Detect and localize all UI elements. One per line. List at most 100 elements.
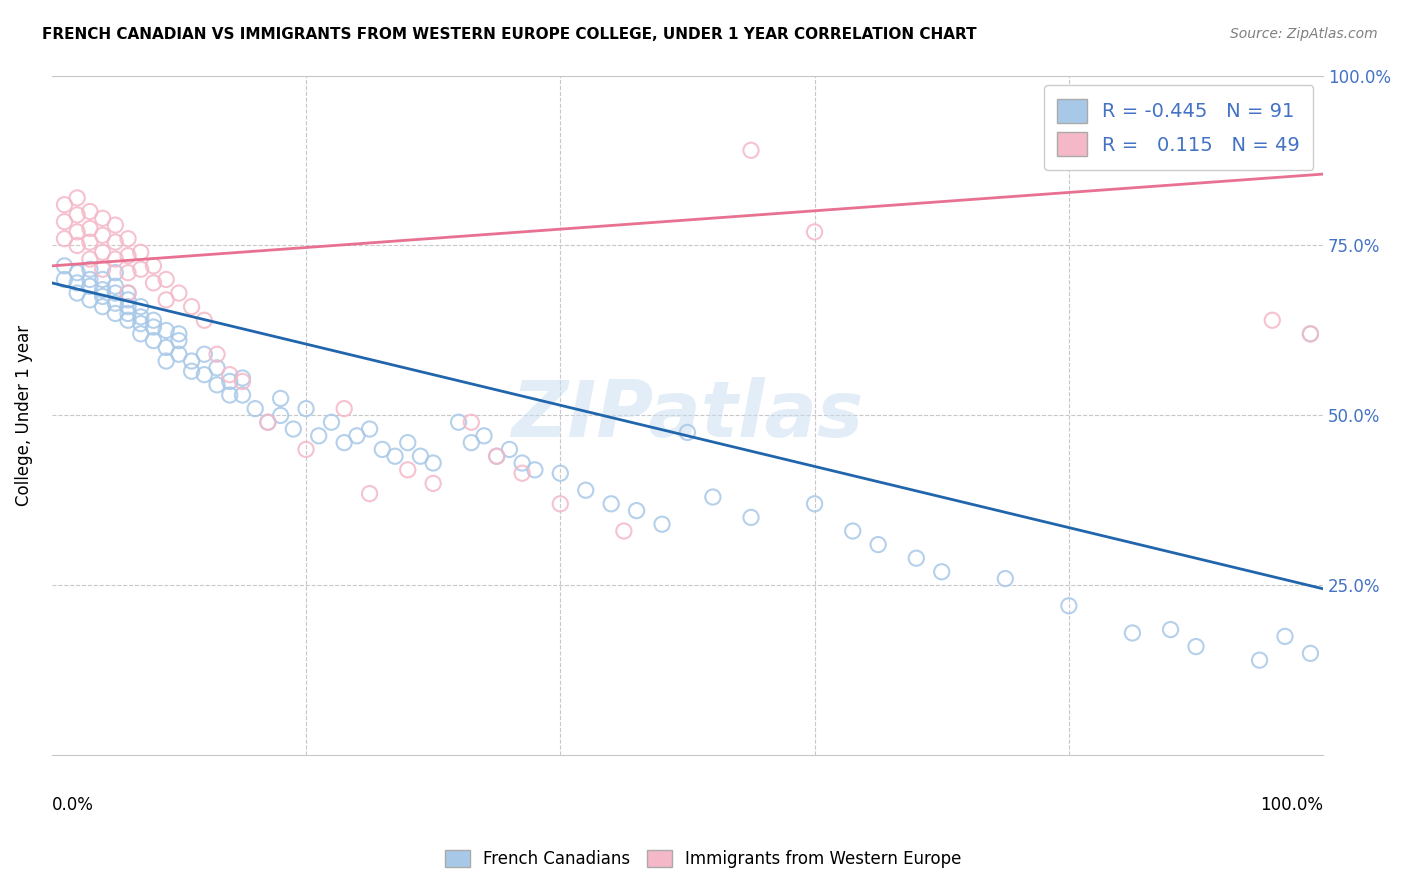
Point bbox=[231, 375, 253, 389]
Point bbox=[91, 283, 114, 297]
Point bbox=[460, 415, 482, 429]
Point bbox=[550, 497, 572, 511]
Point bbox=[1274, 629, 1296, 643]
Point bbox=[117, 232, 139, 246]
Point bbox=[447, 415, 470, 429]
Point bbox=[409, 449, 432, 463]
Point bbox=[91, 211, 114, 226]
Point bbox=[218, 368, 240, 382]
Point bbox=[485, 449, 508, 463]
Point bbox=[79, 262, 101, 277]
Point bbox=[510, 467, 533, 481]
Point bbox=[676, 425, 699, 440]
Point bbox=[308, 429, 330, 443]
Point bbox=[422, 456, 444, 470]
Point bbox=[53, 272, 76, 286]
Point bbox=[155, 272, 177, 286]
Point bbox=[803, 497, 825, 511]
Point bbox=[104, 266, 127, 280]
Point bbox=[155, 293, 177, 307]
Point bbox=[117, 306, 139, 320]
Point bbox=[53, 259, 76, 273]
Y-axis label: College, Under 1 year: College, Under 1 year bbox=[15, 325, 32, 506]
Point bbox=[460, 435, 482, 450]
Point bbox=[193, 368, 215, 382]
Point bbox=[231, 371, 253, 385]
Point bbox=[79, 272, 101, 286]
Point bbox=[740, 143, 762, 157]
Point bbox=[1160, 623, 1182, 637]
Point bbox=[1249, 653, 1271, 667]
Point bbox=[218, 375, 240, 389]
Point bbox=[167, 334, 190, 348]
Point bbox=[91, 228, 114, 243]
Point bbox=[117, 293, 139, 307]
Point bbox=[117, 313, 139, 327]
Point bbox=[841, 524, 863, 538]
Point bbox=[1299, 326, 1322, 341]
Point bbox=[803, 225, 825, 239]
Point bbox=[868, 538, 890, 552]
Point bbox=[167, 286, 190, 301]
Point bbox=[129, 300, 152, 314]
Point bbox=[117, 249, 139, 263]
Point bbox=[104, 235, 127, 249]
Point bbox=[104, 279, 127, 293]
Text: Source: ZipAtlas.com: Source: ZipAtlas.com bbox=[1230, 27, 1378, 41]
Point bbox=[104, 218, 127, 232]
Point bbox=[129, 317, 152, 331]
Point bbox=[129, 262, 152, 277]
Point bbox=[218, 388, 240, 402]
Point bbox=[613, 524, 636, 538]
Legend: R = -0.445   N = 91, R =   0.115   N = 49: R = -0.445 N = 91, R = 0.115 N = 49 bbox=[1043, 86, 1313, 169]
Point bbox=[79, 235, 101, 249]
Point bbox=[600, 497, 623, 511]
Point bbox=[129, 310, 152, 324]
Point bbox=[321, 415, 343, 429]
Point bbox=[142, 276, 165, 290]
Point bbox=[180, 300, 202, 314]
Point bbox=[91, 262, 114, 277]
Point bbox=[1261, 313, 1284, 327]
Text: FRENCH CANADIAN VS IMMIGRANTS FROM WESTERN EUROPE COLLEGE, UNDER 1 YEAR CORRELAT: FRENCH CANADIAN VS IMMIGRANTS FROM WESTE… bbox=[42, 27, 977, 42]
Point bbox=[1299, 326, 1322, 341]
Point bbox=[550, 467, 572, 481]
Point bbox=[193, 313, 215, 327]
Text: 100.0%: 100.0% bbox=[1260, 797, 1323, 814]
Point bbox=[485, 449, 508, 463]
Text: ZIPatlas: ZIPatlas bbox=[512, 377, 863, 453]
Point bbox=[270, 409, 292, 423]
Point bbox=[333, 401, 356, 416]
Point bbox=[1057, 599, 1080, 613]
Point bbox=[498, 442, 520, 457]
Point bbox=[180, 354, 202, 368]
Point bbox=[155, 354, 177, 368]
Point bbox=[231, 388, 253, 402]
Point bbox=[79, 252, 101, 266]
Point bbox=[91, 272, 114, 286]
Point bbox=[117, 300, 139, 314]
Point bbox=[626, 503, 648, 517]
Point bbox=[66, 225, 89, 239]
Point bbox=[79, 293, 101, 307]
Point bbox=[53, 197, 76, 211]
Point bbox=[66, 276, 89, 290]
Point bbox=[346, 429, 368, 443]
Point bbox=[66, 238, 89, 252]
Point bbox=[295, 442, 318, 457]
Point bbox=[142, 334, 165, 348]
Point bbox=[53, 215, 76, 229]
Point bbox=[1121, 626, 1143, 640]
Point bbox=[79, 279, 101, 293]
Point bbox=[257, 415, 280, 429]
Point bbox=[651, 517, 673, 532]
Point bbox=[142, 259, 165, 273]
Point bbox=[167, 347, 190, 361]
Legend: French Canadians, Immigrants from Western Europe: French Canadians, Immigrants from Wester… bbox=[437, 843, 969, 875]
Point bbox=[333, 435, 356, 450]
Point bbox=[283, 422, 305, 436]
Point bbox=[129, 245, 152, 260]
Point bbox=[66, 191, 89, 205]
Point bbox=[66, 286, 89, 301]
Point bbox=[117, 286, 139, 301]
